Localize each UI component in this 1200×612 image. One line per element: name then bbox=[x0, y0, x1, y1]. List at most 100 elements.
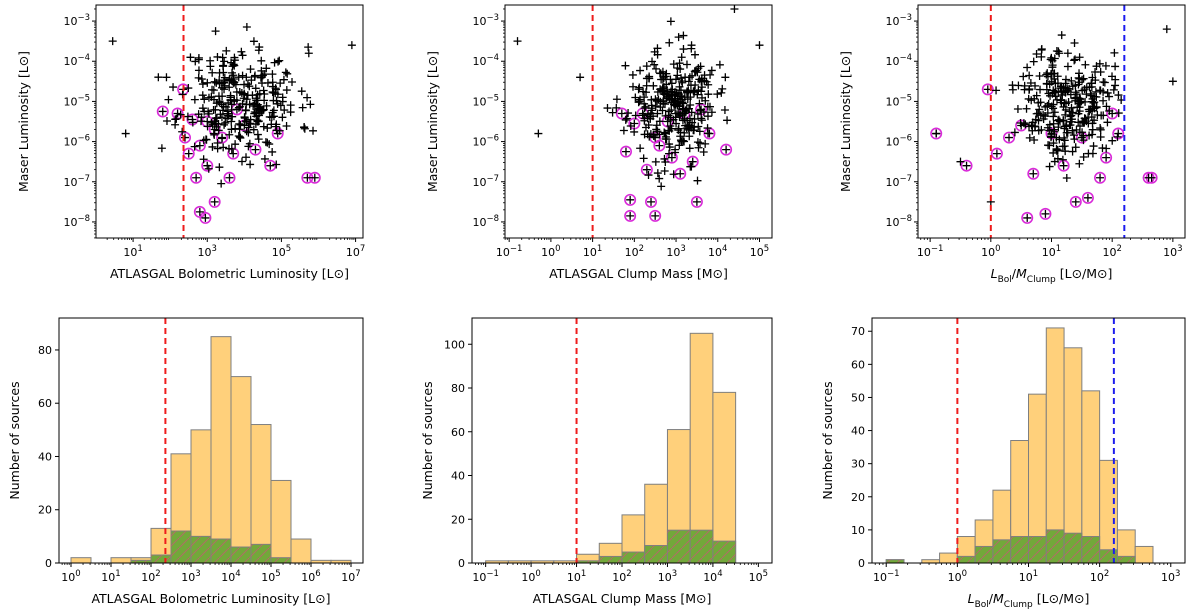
circled-marker bbox=[981, 83, 994, 96]
plus-marker bbox=[255, 102, 264, 111]
plus-marker bbox=[244, 142, 253, 151]
plus-marker bbox=[654, 95, 663, 104]
bar-subset-hatch bbox=[251, 544, 271, 563]
plus-marker bbox=[250, 72, 259, 81]
tick-label: 10−8 bbox=[63, 214, 90, 229]
plus-marker bbox=[267, 113, 276, 122]
plus-marker bbox=[621, 147, 630, 156]
circled-marker bbox=[649, 209, 662, 222]
plus-marker bbox=[245, 119, 254, 128]
tick-label: 100 bbox=[541, 244, 560, 259]
plus-marker bbox=[1096, 124, 1105, 133]
plus-marker bbox=[164, 95, 173, 104]
plus-marker bbox=[1041, 209, 1050, 218]
circled-marker bbox=[208, 195, 221, 208]
plus-marker bbox=[1034, 116, 1043, 125]
plus-marker bbox=[696, 139, 705, 148]
plus-marker bbox=[279, 75, 288, 84]
plus-marker bbox=[1105, 92, 1114, 101]
plus-marker bbox=[1017, 121, 1026, 130]
plus-marker bbox=[191, 57, 200, 66]
plus-marker bbox=[1031, 81, 1040, 90]
bar-subset-hatch bbox=[171, 531, 191, 563]
plus-marker bbox=[642, 165, 651, 174]
plus-marker bbox=[612, 95, 621, 104]
bar-subset-hatch bbox=[690, 530, 713, 563]
plus-marker bbox=[1043, 69, 1052, 78]
plus-marker bbox=[171, 120, 180, 129]
plus-marker bbox=[242, 73, 251, 82]
plus-marker bbox=[651, 211, 660, 220]
x-axis-label: LBol/MClump [L⊙/M⊙] bbox=[968, 591, 1090, 610]
plus-marker bbox=[282, 86, 291, 95]
plus-marker bbox=[1091, 87, 1100, 96]
plus-marker bbox=[235, 119, 244, 128]
tick-label: 80 bbox=[38, 344, 52, 357]
plus-marker bbox=[203, 161, 212, 170]
plus-marker bbox=[192, 173, 201, 182]
bar-all bbox=[290, 538, 312, 564]
plus-marker bbox=[232, 87, 241, 96]
plus-marker bbox=[1030, 136, 1039, 145]
plus-marker bbox=[1099, 87, 1108, 96]
plus-marker bbox=[658, 84, 667, 93]
tick-label: 102 bbox=[612, 569, 631, 584]
plus-marker bbox=[249, 125, 258, 134]
plus-marker bbox=[664, 126, 673, 135]
tick-label: 100 bbox=[61, 569, 80, 584]
plus-marker bbox=[667, 87, 676, 96]
tick-label: 40 bbox=[851, 425, 865, 438]
plus-marker bbox=[208, 120, 217, 129]
plus-marker bbox=[1045, 120, 1054, 129]
plus-marker bbox=[265, 140, 274, 149]
plus-marker bbox=[715, 60, 724, 69]
plus-marker bbox=[1075, 107, 1084, 116]
plus-marker bbox=[1061, 110, 1070, 119]
bar-all bbox=[939, 552, 958, 564]
plus-marker bbox=[687, 44, 696, 53]
plus-marker bbox=[1081, 97, 1090, 106]
plus-marker bbox=[665, 38, 674, 47]
plus-marker bbox=[238, 99, 247, 108]
plot-area bbox=[930, 5, 1177, 238]
plus-marker bbox=[697, 114, 706, 123]
plus-marker bbox=[1096, 67, 1105, 76]
plus-marker bbox=[692, 197, 701, 206]
plus-marker bbox=[211, 114, 220, 123]
plus-marker bbox=[653, 169, 662, 178]
plot-area bbox=[485, 318, 737, 564]
tick-label: 50 bbox=[851, 391, 865, 404]
plus-marker bbox=[1054, 115, 1063, 124]
plus-marker bbox=[217, 179, 226, 188]
tick-label: 10−1 bbox=[496, 244, 523, 259]
plus-marker bbox=[1013, 105, 1022, 114]
plus-marker bbox=[1082, 117, 1091, 126]
plus-marker bbox=[278, 113, 287, 122]
bar-subset-hatch bbox=[712, 541, 736, 563]
plus-marker bbox=[1005, 133, 1014, 142]
plus-marker bbox=[1047, 129, 1056, 138]
plus-marker bbox=[675, 82, 684, 91]
tick-label: 10−8 bbox=[885, 214, 912, 229]
plus-marker bbox=[223, 114, 232, 123]
bar-subset-hatch bbox=[151, 555, 171, 563]
plus-marker bbox=[1074, 118, 1083, 127]
plus-marker bbox=[1162, 25, 1171, 34]
plus-marker bbox=[649, 81, 658, 90]
plus-marker bbox=[651, 64, 660, 73]
plus-marker bbox=[218, 92, 227, 101]
plus-marker bbox=[657, 182, 666, 191]
circled-marker bbox=[624, 193, 637, 206]
bar-subset-hatch bbox=[231, 547, 251, 563]
plus-marker bbox=[1048, 63, 1057, 72]
plus-marker bbox=[229, 149, 238, 158]
plus-marker bbox=[300, 122, 309, 131]
plus-marker bbox=[224, 144, 233, 153]
plus-marker bbox=[237, 47, 246, 56]
plus-marker bbox=[1111, 62, 1120, 71]
plus-marker bbox=[642, 74, 651, 83]
plus-marker bbox=[1092, 62, 1101, 71]
plus-marker bbox=[673, 71, 682, 80]
tick-label: 103 bbox=[181, 569, 200, 584]
plus-marker bbox=[636, 66, 645, 75]
